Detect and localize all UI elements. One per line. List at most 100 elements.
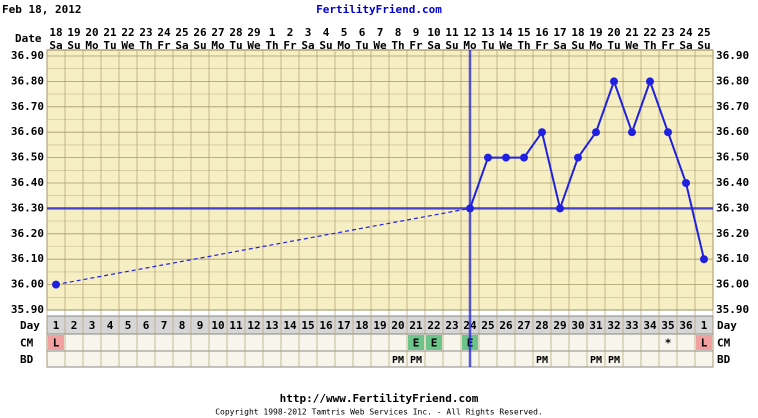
weekday: Fr xyxy=(661,39,675,52)
y-tick-label-right: 36.50 xyxy=(716,151,749,164)
date: 26 xyxy=(193,26,207,39)
weekday: Fr xyxy=(535,39,549,52)
temperature-point xyxy=(664,128,672,137)
weekday: Tu xyxy=(103,39,116,52)
date: 1 xyxy=(269,26,276,39)
cycle-day: 34 xyxy=(643,319,657,332)
cycle-day: 18 xyxy=(355,319,368,332)
cycle-day: 23 xyxy=(445,319,458,332)
cycle-day: 36 xyxy=(679,319,693,332)
y-tick-label-right: 36.80 xyxy=(716,74,749,87)
gap-connector xyxy=(55,207,471,286)
date: 9 xyxy=(413,26,420,39)
copyright: Copyright 1998-2012 Tamtris Web Services… xyxy=(215,408,543,417)
weekday: Mo xyxy=(463,39,477,52)
date: 3 xyxy=(305,26,312,39)
cycle-day: 33 xyxy=(625,319,638,332)
cycle-day: 5 xyxy=(125,319,132,332)
cycle-day: 22 xyxy=(427,319,440,332)
weekday: Tu xyxy=(481,39,494,52)
date: 14 xyxy=(499,26,513,39)
weekday: Su xyxy=(319,39,332,52)
date: 4 xyxy=(323,26,330,39)
row-label: BD xyxy=(20,353,34,366)
cycle-day: 6 xyxy=(143,319,150,332)
cycle-day: 32 xyxy=(607,319,620,332)
weekday: Su xyxy=(445,39,458,52)
date-label: Date xyxy=(15,32,42,45)
weekday: Sa xyxy=(301,39,314,52)
footer-url: http://www.FertilityFriend.com xyxy=(280,392,479,405)
weekday: Fr xyxy=(157,39,171,52)
y-tick-label: 36.40 xyxy=(11,176,44,189)
y-tick-label: 35.90 xyxy=(11,303,44,316)
temperature-point xyxy=(520,153,528,162)
weekday: Th xyxy=(391,39,404,52)
weekday: Su xyxy=(67,39,80,52)
weekday: Sa xyxy=(679,39,692,52)
cycle-day: 16 xyxy=(319,319,333,332)
temperature-point xyxy=(592,128,600,137)
weekday: Tu xyxy=(355,39,368,52)
date: 22 xyxy=(121,26,134,39)
weekday: Sa xyxy=(553,39,566,52)
cycle-day: 1 xyxy=(701,319,708,332)
temperature-point xyxy=(574,153,582,162)
date: 8 xyxy=(395,26,402,39)
weekday: Su xyxy=(697,39,710,52)
cm-entry: * xyxy=(665,337,672,350)
cm-cell xyxy=(48,335,64,350)
cycle-day: 26 xyxy=(499,319,513,332)
cycle-day: 10 xyxy=(211,319,224,332)
weekday: Tu xyxy=(607,39,620,52)
cycle-day: 28 xyxy=(535,319,548,332)
date: 27 xyxy=(211,26,224,39)
date: 6 xyxy=(359,26,366,39)
weekday: Fr xyxy=(409,39,423,52)
y-tick-label-right: 36.10 xyxy=(716,252,749,265)
cycle-day: 11 xyxy=(229,319,243,332)
cycle-day: 4 xyxy=(107,319,114,332)
date: 12 xyxy=(463,26,476,39)
temperature-point xyxy=(700,255,708,264)
site-title: FertilityFriend.com xyxy=(316,3,442,16)
y-tick-label-right: 36.90 xyxy=(716,49,749,62)
cycle-day: 12 xyxy=(247,319,260,332)
temperature-point xyxy=(628,128,636,137)
row-label-right: CM xyxy=(717,337,731,350)
y-tick-label: 36.90 xyxy=(11,49,44,62)
cycle-day: 17 xyxy=(337,319,350,332)
y-tick-label-right: 36.00 xyxy=(716,278,749,291)
y-tick-label: 36.50 xyxy=(11,151,44,164)
weekday: Sa xyxy=(175,39,188,52)
date: 24 xyxy=(157,26,171,39)
date: 24 xyxy=(679,26,693,39)
cycle-day: 8 xyxy=(179,319,186,332)
y-tick-label: 36.80 xyxy=(11,74,44,87)
cm-entry: L xyxy=(701,337,708,350)
y-tick-label-right: 36.70 xyxy=(716,100,749,113)
date: 21 xyxy=(625,26,639,39)
date: 18 xyxy=(571,26,584,39)
cycle-day: 27 xyxy=(517,319,530,332)
cycle-day: 25 xyxy=(481,319,494,332)
row-label-right: BD xyxy=(717,353,731,366)
bd-entry: PM xyxy=(590,355,602,366)
cm-cell xyxy=(426,335,442,350)
cycle-day: 15 xyxy=(301,319,314,332)
y-tick-label-right: 36.60 xyxy=(716,125,749,138)
date: 2 xyxy=(287,26,294,39)
y-tick-label: 36.10 xyxy=(11,252,44,265)
weekday: Su xyxy=(571,39,584,52)
date: 13 xyxy=(481,26,494,39)
temperature-point xyxy=(682,179,690,187)
date: 15 xyxy=(517,26,530,39)
cycle-day: 21 xyxy=(409,319,423,332)
date: 23 xyxy=(139,26,152,39)
weekday: Th xyxy=(643,39,656,52)
temperature-point xyxy=(484,153,492,162)
cycle-day: 3 xyxy=(89,319,96,332)
y-tick-label: 36.20 xyxy=(11,227,44,240)
cycle-day: 9 xyxy=(197,319,204,332)
